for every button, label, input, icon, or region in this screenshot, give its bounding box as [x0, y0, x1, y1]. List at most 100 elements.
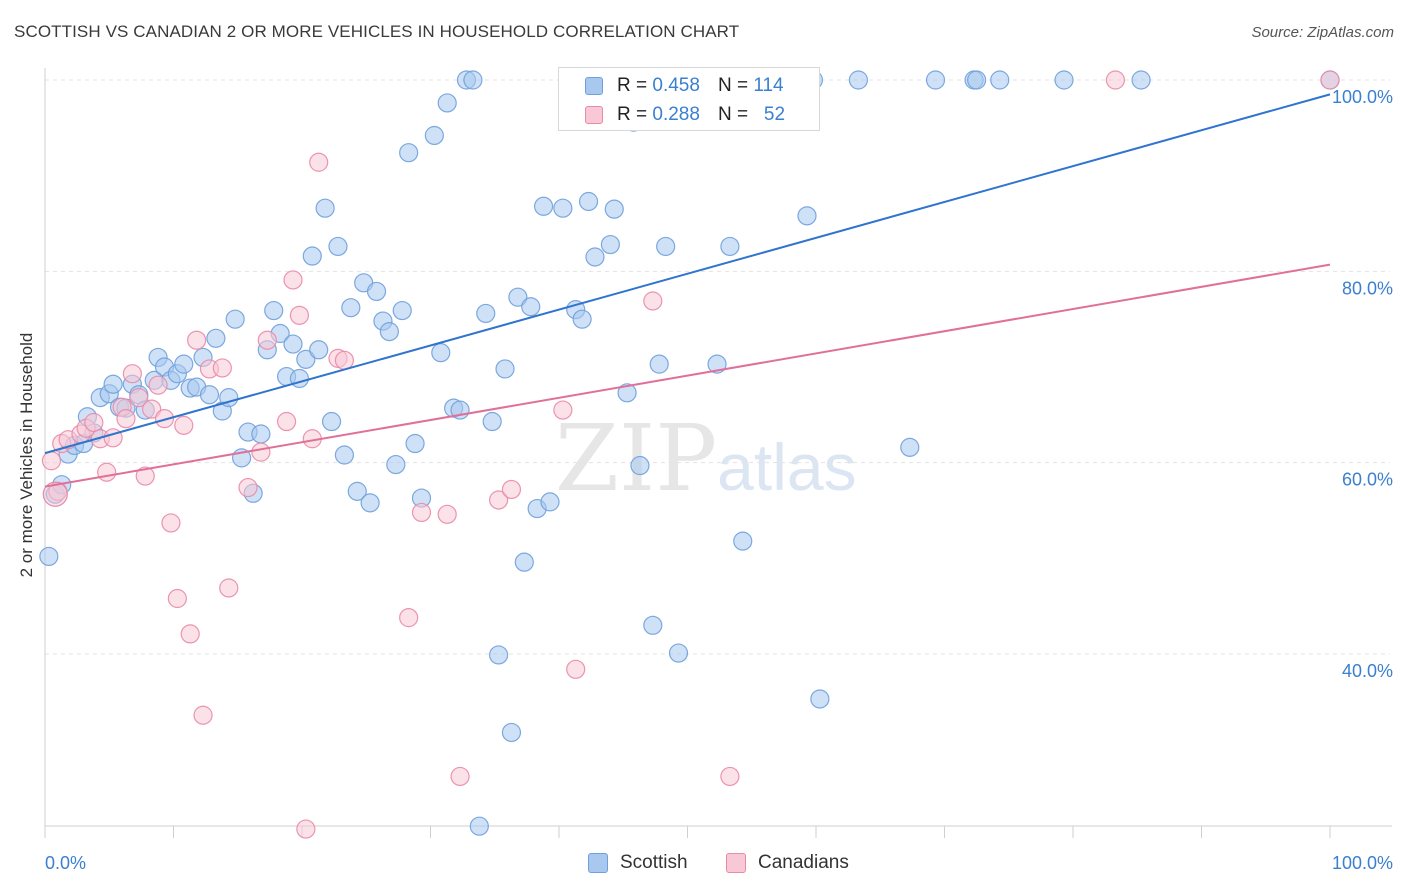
watermark-atlas: atlas [717, 430, 857, 504]
canadians-point-29 [257, 330, 277, 350]
canadians-point-22 [187, 330, 207, 350]
scottish-point-53 [379, 322, 399, 342]
scottish-point-85 [617, 383, 637, 403]
scottish-point-41 [302, 246, 322, 266]
scottish-point-38 [283, 334, 303, 354]
y-axis-label: 2 or more Vehicles in Household [17, 332, 36, 578]
legend-row-scottish: R = 0.458 N = 114 [559, 71, 784, 101]
scottish-point-78 [553, 198, 573, 218]
canadians-point-16 [148, 375, 168, 395]
scottish-point-93 [720, 236, 740, 257]
scottish-point-99 [810, 689, 830, 709]
scottish-swatch [585, 77, 603, 95]
canadians-point-40 [437, 504, 457, 524]
y-tick-label-2: 60.0% [1342, 470, 1393, 490]
watermark: ZIPatlas [555, 405, 857, 512]
canadians-point-33 [296, 819, 316, 839]
scottish-r-label: R = [617, 75, 648, 96]
scottish-point-40 [296, 349, 316, 369]
canadians-n-value: 52 [763, 104, 786, 125]
canadians-point-32 [289, 305, 310, 325]
canadians-point-43 [501, 479, 522, 500]
canadians-point-41 [450, 766, 470, 787]
scottish-point-81 [578, 191, 599, 212]
canadians-point-48 [1105, 70, 1126, 90]
scottish-point-90 [656, 236, 676, 257]
canadians-r-value: 0.288 [652, 104, 700, 125]
scottish-point-83 [600, 234, 621, 255]
scottish-point-77 [540, 492, 560, 512]
canadians-point-42 [489, 490, 509, 510]
legend-row-canadians: R = 0.288 N = 52 [559, 100, 785, 130]
scottish-point-91 [668, 643, 689, 663]
scottish-point-42 [309, 340, 329, 360]
scottish-point-67 [476, 303, 496, 324]
scottish-point-0 [39, 546, 59, 567]
bottom-scottish-swatch [588, 853, 608, 873]
scottish-point-94 [733, 531, 753, 551]
y-tick-label-1: 80.0% [1342, 278, 1393, 298]
scottish-point-88 [643, 615, 663, 635]
scottish-point-43 [315, 198, 335, 218]
scottish-point-47 [341, 298, 361, 318]
correlation-legend: R = 0.458 N = 114 R = 0.288 N = 52 [558, 67, 820, 131]
canadians-point-38 [399, 608, 419, 628]
scottish-point-55 [392, 300, 412, 321]
canadians-point-11 [116, 409, 136, 429]
scottish-point-80 [572, 309, 592, 329]
scottish-point-66 [469, 816, 489, 836]
scottish-point-106 [1054, 70, 1074, 90]
canadians-point-31 [283, 270, 303, 290]
scottish-point-59 [424, 125, 444, 146]
canadians-swatch [585, 106, 603, 124]
scottish-point-70 [495, 359, 515, 379]
y-tick-label-0: 100.0% [1332, 87, 1393, 107]
canadians-point-23 [193, 705, 213, 725]
canadians-point-14 [135, 466, 155, 486]
scottish-point-29 [225, 309, 245, 329]
scottish-point-65 [463, 70, 483, 90]
canadians-trend-line [44, 263, 1331, 488]
canadians-point-39 [411, 502, 432, 523]
scottish-point-105 [990, 70, 1010, 90]
scottish-point-84 [604, 199, 624, 219]
scottish-point-71 [501, 722, 522, 743]
x-tick-label-right: 100.0% [1332, 853, 1393, 873]
scottish-point-68 [482, 411, 502, 432]
scottish-point-35 [264, 300, 284, 321]
scottish-point-50 [360, 493, 380, 513]
scottish-point-44 [321, 411, 342, 432]
scottish-point-69 [489, 645, 509, 665]
canadians-point-45 [566, 659, 586, 679]
canadians-point-27 [238, 477, 258, 498]
canadians-point-20 [174, 415, 194, 435]
canadians-point-large [42, 481, 68, 507]
scottish-point-56 [399, 143, 419, 163]
bottom-canadians-swatch [726, 853, 746, 873]
canadians-point-35 [309, 152, 329, 172]
canadians-point-21 [180, 624, 200, 644]
canadians-point-6 [84, 412, 104, 433]
canadians-point-30 [276, 411, 297, 432]
scottish-point-26 [206, 328, 226, 348]
canadians-point-15 [142, 399, 162, 419]
canadians-point-28 [251, 442, 271, 462]
scottish-point-104 [967, 70, 987, 90]
scottish-point-82 [585, 247, 605, 267]
scottish-point-25 [199, 385, 220, 405]
scottish-trend-line [44, 93, 1331, 455]
canadians-point-19 [167, 588, 187, 609]
scottish-point-100 [848, 70, 869, 90]
bottom-scottish-label: Scottish [620, 852, 688, 873]
scottish-point-73 [514, 552, 534, 572]
canadians-point-26 [219, 578, 239, 598]
canadians-r-label: R = [617, 104, 648, 125]
scottish-point-89 [649, 354, 669, 374]
scottish-point-102 [925, 70, 946, 90]
scottish-n-label: N = [717, 75, 749, 96]
chart-title: SCOTTISH VS CANADIAN 2 OR MORE VEHICLES … [14, 22, 740, 41]
canadians-point-37 [334, 350, 355, 370]
scottish-point-54 [386, 454, 406, 475]
canadians-point-44 [553, 400, 573, 420]
